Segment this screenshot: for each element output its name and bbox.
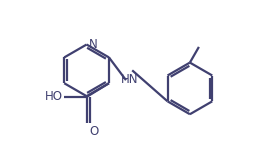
Text: N: N: [89, 38, 97, 51]
Text: HO: HO: [44, 90, 62, 103]
Text: O: O: [90, 125, 99, 138]
Text: HN: HN: [121, 73, 138, 86]
